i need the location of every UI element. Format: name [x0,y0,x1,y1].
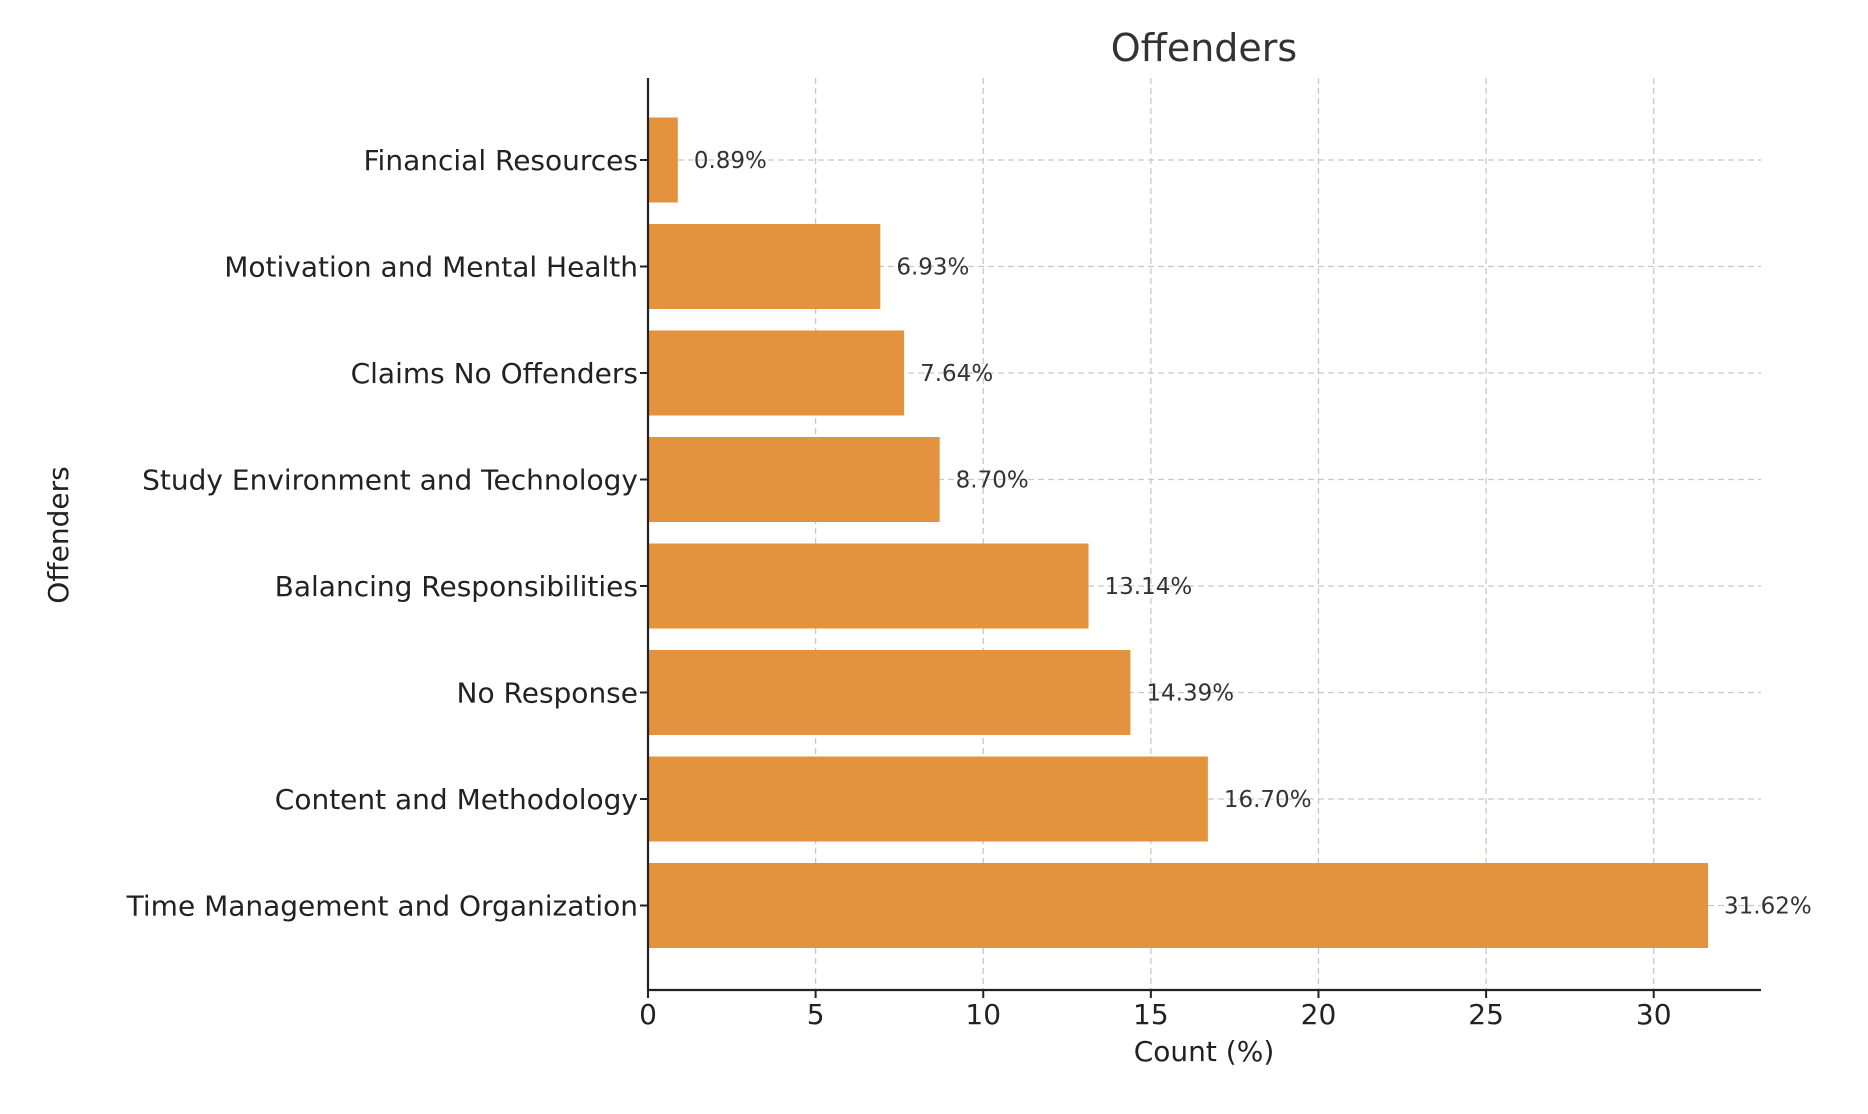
category-labels: Financial Resources Motivation and Mental… [126,144,638,923]
x-tick-label: 20 [1301,998,1337,1031]
category-label: Content and Methodology [275,783,638,816]
bar-value-label: 8.70% [956,468,1029,494]
bar [648,330,905,416]
data-labels: 0.89% 6.93% 7.64% 8.70% 13.14% 14.39% 16.70% 31… [694,148,1812,920]
bar-value-label: 16.70% [1224,787,1312,813]
bar [648,863,1709,948]
bar [648,437,940,522]
bar-value-label: 13.14% [1105,574,1193,600]
x-tick-label: 0 [639,998,657,1031]
bar [648,543,1089,629]
bar-value-label: 14.39% [1146,681,1234,707]
bar-value-label: 31.62% [1724,894,1812,920]
category-label: Time Management and Organization [126,890,638,923]
x-tick-label: 25 [1468,998,1504,1031]
x-tick-label: 30 [1636,998,1672,1031]
grid-lines [648,78,1761,990]
category-label: Motivation and Mental Health [224,251,638,284]
bar-value-label: 7.64% [920,361,993,387]
x-tick-label: 5 [807,998,825,1031]
bar-value-label: 0.89% [694,148,767,174]
category-label: Claims No Offenders [351,357,638,390]
bar [648,224,881,309]
category-label: Financial Resources [363,144,638,177]
bar [648,117,678,203]
category-label: Balancing Responsibilities [275,570,638,603]
bar [648,756,1208,842]
x-axis-label: Count (%) [1134,1035,1275,1068]
x-tick-label: 15 [1133,998,1169,1031]
category-label: No Response [457,677,638,710]
category-label: Study Environment and Technology [142,464,638,497]
chart-title: Offenders [1111,26,1297,70]
bars [648,117,1709,948]
x-tick-label: 10 [965,998,1001,1031]
ticks: 0 5 10 15 20 25 30 [639,159,1672,1031]
axes [646,78,1761,992]
bar-value-label: 6.93% [896,255,969,281]
bar [648,650,1131,735]
y-axis-label: Offenders [42,466,75,603]
